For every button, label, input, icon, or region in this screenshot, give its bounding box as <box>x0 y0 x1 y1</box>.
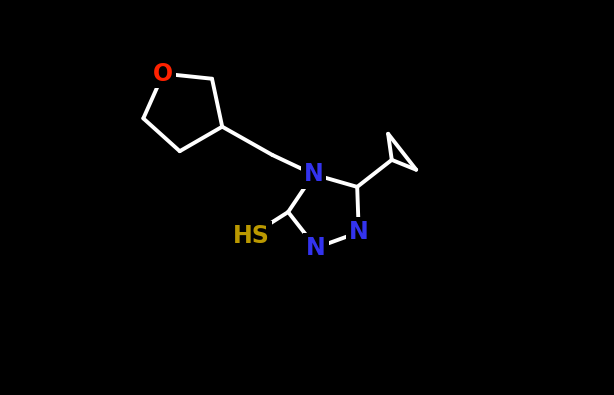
Text: O: O <box>154 62 173 86</box>
Text: HS: HS <box>233 224 270 248</box>
Text: N: N <box>304 162 324 186</box>
Text: N: N <box>306 236 326 260</box>
Text: N: N <box>349 220 368 244</box>
